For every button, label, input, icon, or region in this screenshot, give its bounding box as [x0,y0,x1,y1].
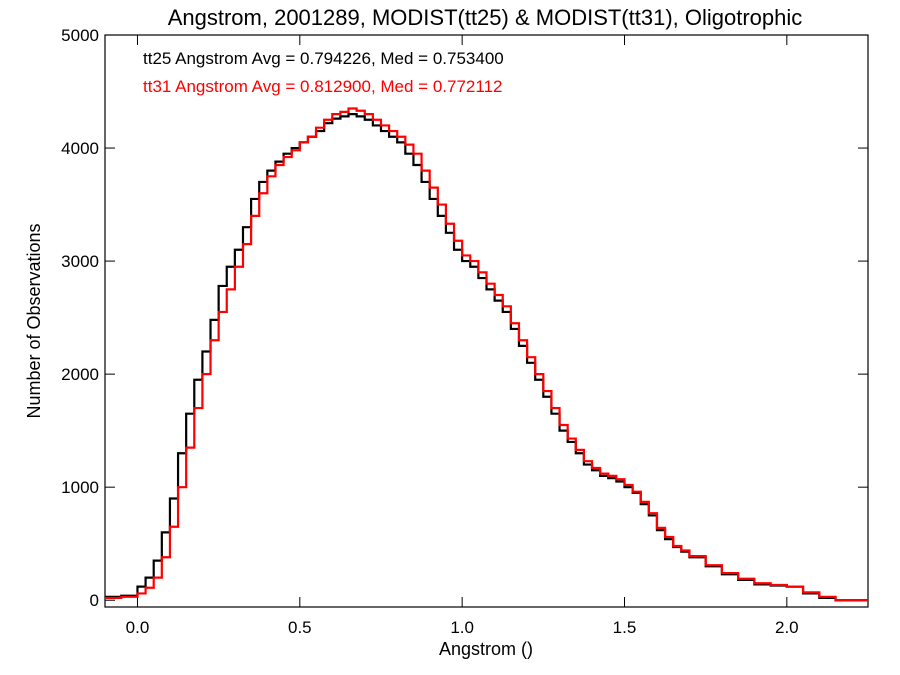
y-tick-label: 0 [90,591,99,610]
annotation-tt31: tt31 Angstrom Avg = 0.812900, Med = 0.77… [143,77,502,96]
x-axis-label: Angstrom () [439,639,533,659]
series-line-tt25 [105,113,868,602]
y-tick-label: 4000 [61,139,99,158]
plot-frame [104,34,869,608]
annotation-tt25: tt25 Angstrom Avg = 0.794226, Med = 0.75… [143,49,504,68]
series-line-tt31 [105,107,868,602]
y-tick-label: 2000 [61,365,99,384]
y-tick-label: 1000 [61,478,99,497]
y-tick-label: 5000 [61,26,99,45]
x-axis-ticks: 0.0 0.5 1.0 1.5 2.0 [126,35,799,637]
x-tick-label: 1.0 [450,618,474,637]
y-axis-ticks: 0 1000 2000 3000 4000 5000 [61,26,868,610]
x-tick-label: 0.5 [288,618,312,637]
x-tick-label: 0.0 [126,618,150,637]
y-axis-label: Number of Observations [24,223,44,418]
series-layer [105,107,868,602]
chart-title: Angstrom, 2001289, MODIST(tt25) & MODIST… [168,5,803,30]
x-tick-label: 2.0 [775,618,799,637]
x-tick-label: 1.5 [613,618,637,637]
y-tick-label: 3000 [61,252,99,271]
